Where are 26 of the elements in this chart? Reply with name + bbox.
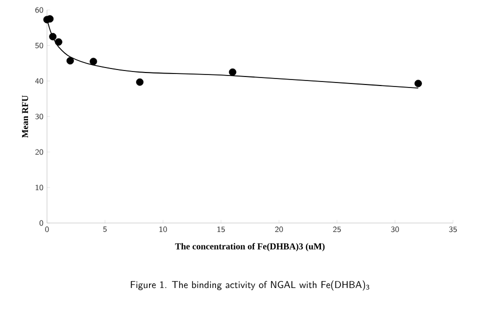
y-tick-label: 10 <box>36 184 44 190</box>
x-tick-label: 15 <box>217 226 225 232</box>
y-tick-label: 0 <box>40 220 44 226</box>
y-tick-label: 20 <box>35 149 44 155</box>
point <box>54 38 62 46</box>
x-tick-label: 10 <box>159 226 167 232</box>
y-tick-label: 30 <box>35 114 44 120</box>
point <box>136 78 144 86</box>
x-tick-label: 25 <box>333 226 341 232</box>
x-axis-title: The concentration of Fe(DHBA)3 (uM) <box>175 242 325 252</box>
point <box>414 80 422 88</box>
x-tick-label: 35 <box>449 226 457 232</box>
point <box>90 58 98 66</box>
x-tick-label: 5 <box>103 226 107 232</box>
y-tick-label: 50 <box>35 42 44 48</box>
x-tick-label: 30 <box>391 226 399 232</box>
caption: Figure 1. The binding activity of NGAL with Fe(DHBA)$_{3}$ <box>130 280 370 291</box>
x-tick-label: 0 <box>45 226 49 232</box>
point <box>66 57 74 64</box>
point <box>228 68 236 76</box>
y-axis-title: Mean RFU <box>22 95 28 138</box>
point <box>46 15 54 23</box>
x-tick-label: 20 <box>275 226 283 232</box>
point <box>49 32 57 40</box>
y-tick-label: 40 <box>35 78 44 84</box>
y-tick-label: 60 <box>35 7 44 13</box>
